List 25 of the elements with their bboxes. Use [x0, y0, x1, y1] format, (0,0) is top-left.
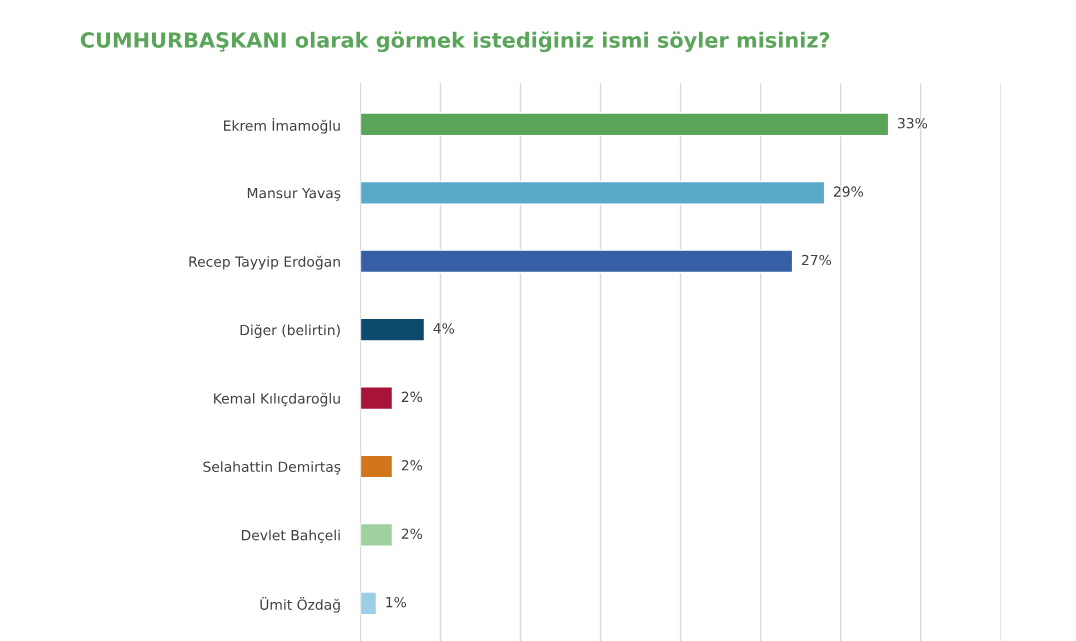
bar [360, 522, 394, 547]
data-label: 33% [898, 117, 928, 129]
data-label: 2% [401, 460, 423, 471]
bar [360, 591, 378, 616]
bar [360, 454, 394, 479]
chart-title: CUMHURBAŞKANI olarak görmek istediğiniz ismi söyler misiniz? [80, 31, 830, 53]
bar [360, 180, 826, 205]
data-label: 29% [833, 186, 864, 197]
y-tick-label: Kemal Kılıçdaroğlu [214, 392, 340, 407]
y-tick-label: Mansur Yavaş [247, 187, 341, 201]
bar [360, 317, 426, 342]
data-label: 2% [401, 391, 423, 403]
data-label: 2% [401, 528, 423, 539]
y-tick-label: Ümit Özdağ [260, 597, 340, 613]
data-label: 27% [801, 254, 832, 266]
y-tick-label: Diğer (belirtin) [240, 324, 340, 338]
data-label: 1% [386, 596, 407, 608]
bar [360, 386, 394, 411]
bar [360, 249, 794, 274]
y-tick-label: Ekrem İmamoğlu [224, 118, 340, 134]
y-tick-label: Selahattin Demirtaş [203, 461, 341, 475]
bar [360, 112, 890, 137]
data-label: 4% [433, 323, 455, 334]
y-tick-label: Devlet Bahçeli [241, 529, 340, 543]
y-tick-label: Recep Tayyip Erdoğan [189, 255, 340, 270]
